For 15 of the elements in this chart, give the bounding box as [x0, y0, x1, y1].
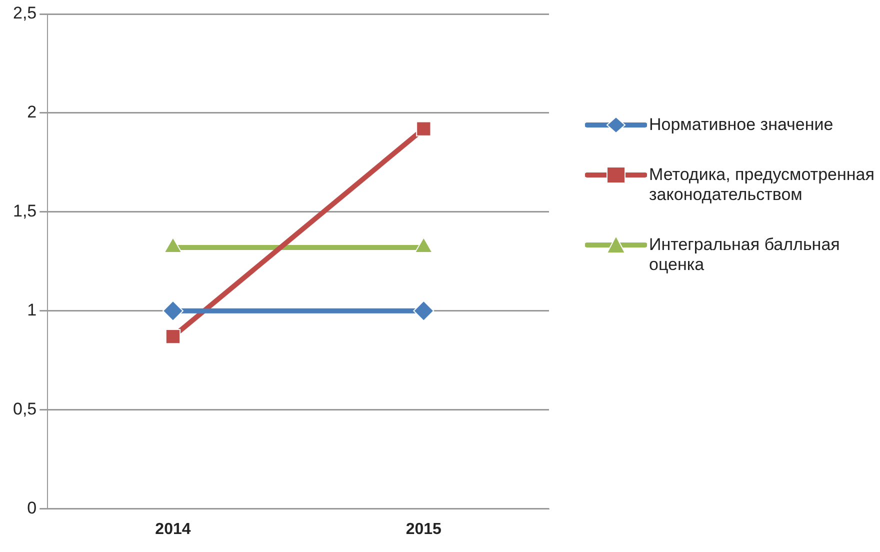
point	[165, 329, 181, 344]
y-tick-label: 1	[27, 300, 37, 320]
legend-label: Нормативное значение	[649, 115, 834, 135]
y-tick-label: 0	[27, 498, 37, 518]
point	[416, 121, 432, 136]
point	[162, 300, 184, 322]
point	[413, 300, 434, 322]
y-tick-label: 1,5	[12, 202, 37, 221]
x-tick-label: 2015	[406, 520, 442, 538]
legend-label: Методика, предусмотренная законодательством	[649, 165, 875, 205]
legend-label: Интегральная балльная оценка	[649, 235, 841, 275]
y-tick-label: 0,5	[12, 400, 37, 419]
x-tick-label: 2014	[155, 520, 191, 538]
y-tick-label: 2	[27, 102, 37, 122]
y-tick-label: 2,5	[12, 4, 37, 23]
